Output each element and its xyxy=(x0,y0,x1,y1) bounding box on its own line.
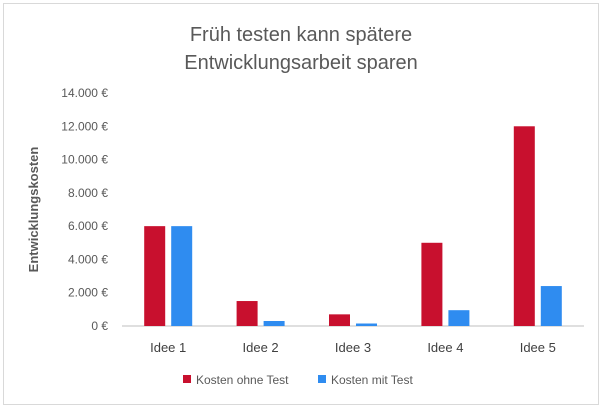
bar-mit-test xyxy=(356,323,377,326)
bar-ohne-test xyxy=(421,242,443,326)
legend-swatch xyxy=(318,375,326,383)
x-tick-label: Idee 3 xyxy=(335,340,371,355)
y-tick-label: 4.000 € xyxy=(68,252,108,266)
y-tick-label: 2.000 € xyxy=(68,286,108,300)
y-tick-label: 12.000 € xyxy=(61,119,108,133)
y-tick-label: 14.000 € xyxy=(61,86,108,100)
x-tick-label: Idee 4 xyxy=(427,340,463,355)
bar-ohne-test xyxy=(144,226,166,326)
chart-title-line: Früh testen kann spätere xyxy=(190,24,412,46)
y-axis-tick-labels: 0 € 2.000 € 4.000 € 6.000 € 8.000 € 10.000 € 1… xyxy=(61,86,108,333)
x-axis-tick-labels: Idee 1 Idee 2 Idee 3 Idee 4 Idee 5 xyxy=(150,340,556,355)
bar-mit-test xyxy=(540,286,562,326)
chart-frame xyxy=(3,3,599,405)
x-tick-label: Idee 2 xyxy=(243,340,279,355)
bars xyxy=(144,126,562,327)
legend: Kosten ohne Test Kosten mit Test xyxy=(183,373,413,387)
chart-title-line: Entwicklungsarbeit sparen xyxy=(184,52,417,74)
bar-mit-test xyxy=(263,321,285,326)
y-tick-label: 8.000 € xyxy=(68,186,108,200)
x-tick-label: Idee 1 xyxy=(150,340,186,355)
legend-label: Kosten mit Test xyxy=(331,373,413,387)
bar-mit-test xyxy=(171,226,193,326)
y-tick-label: 10.000 € xyxy=(61,153,108,167)
y-tick-label: 6.000 € xyxy=(68,219,108,233)
y-axis-title: Entwicklungskosten xyxy=(26,147,41,273)
bar-ohne-test xyxy=(513,126,535,327)
y-axis-title-text: Entwicklungskosten xyxy=(26,147,41,273)
y-tick-label: 0 € xyxy=(91,319,108,333)
chart-title: Früh testen kann spätere Entwicklungsarbe… xyxy=(184,24,417,74)
bar-mit-test xyxy=(448,310,470,326)
legend-swatch xyxy=(183,375,191,383)
bar-ohne-test xyxy=(236,301,258,326)
x-tick-label: Idee 5 xyxy=(520,340,556,355)
bar-ohne-test xyxy=(329,314,350,326)
legend-label: Kosten ohne Test xyxy=(196,373,289,387)
